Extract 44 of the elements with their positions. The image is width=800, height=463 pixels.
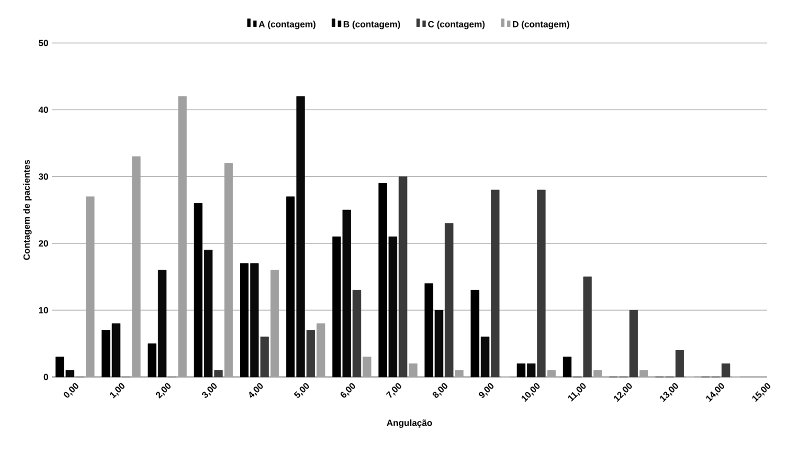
x-tick-label: 4,00 <box>249 383 263 398</box>
legend-label: D (contagem) <box>512 20 570 30</box>
x-tick-label: 3,00 <box>202 383 217 398</box>
x-tick-label: 5,00 <box>294 383 309 398</box>
bar <box>408 363 418 378</box>
bar <box>398 176 408 378</box>
x-tick-label: 0,00 <box>64 383 78 398</box>
legend-label: A (contagem) <box>258 20 316 30</box>
bar <box>270 270 280 378</box>
bar <box>676 350 684 378</box>
x-tick-label: 6,00 <box>340 383 356 398</box>
legend-label: B (contagem) <box>344 20 400 30</box>
y-tick-label: 30 <box>38 173 48 180</box>
bar <box>178 96 187 378</box>
bar <box>629 310 638 378</box>
bar <box>722 363 730 378</box>
bar <box>640 370 648 378</box>
bar <box>316 323 326 378</box>
bar <box>362 356 372 378</box>
bar <box>132 156 141 378</box>
y-tick-label: 50 <box>38 40 48 46</box>
bar <box>455 370 464 378</box>
x-tick-label: 8,00 <box>432 383 448 398</box>
bar <box>352 290 362 378</box>
bar <box>537 190 546 378</box>
legend-label: C (contagem) <box>428 20 485 30</box>
bar <box>306 330 315 378</box>
bar <box>444 223 454 378</box>
x-tick-label: 7,00 <box>386 383 402 398</box>
bar <box>260 336 269 378</box>
x-tick-label: 9,00 <box>478 383 494 398</box>
bar <box>490 190 500 378</box>
y-tick-label: 0 <box>44 374 48 380</box>
bar <box>583 276 592 378</box>
bar <box>86 196 94 378</box>
bar <box>547 370 556 378</box>
bar <box>214 370 223 378</box>
bar <box>593 370 602 378</box>
y-tick-label: 20 <box>38 240 48 247</box>
x-axis-title: Angulação <box>386 419 432 428</box>
y-tick-label: 10 <box>39 307 48 314</box>
bar <box>224 163 233 378</box>
y-axis-title: Contagem de pacientes <box>23 160 32 260</box>
y-tick-label: 40 <box>38 106 48 113</box>
